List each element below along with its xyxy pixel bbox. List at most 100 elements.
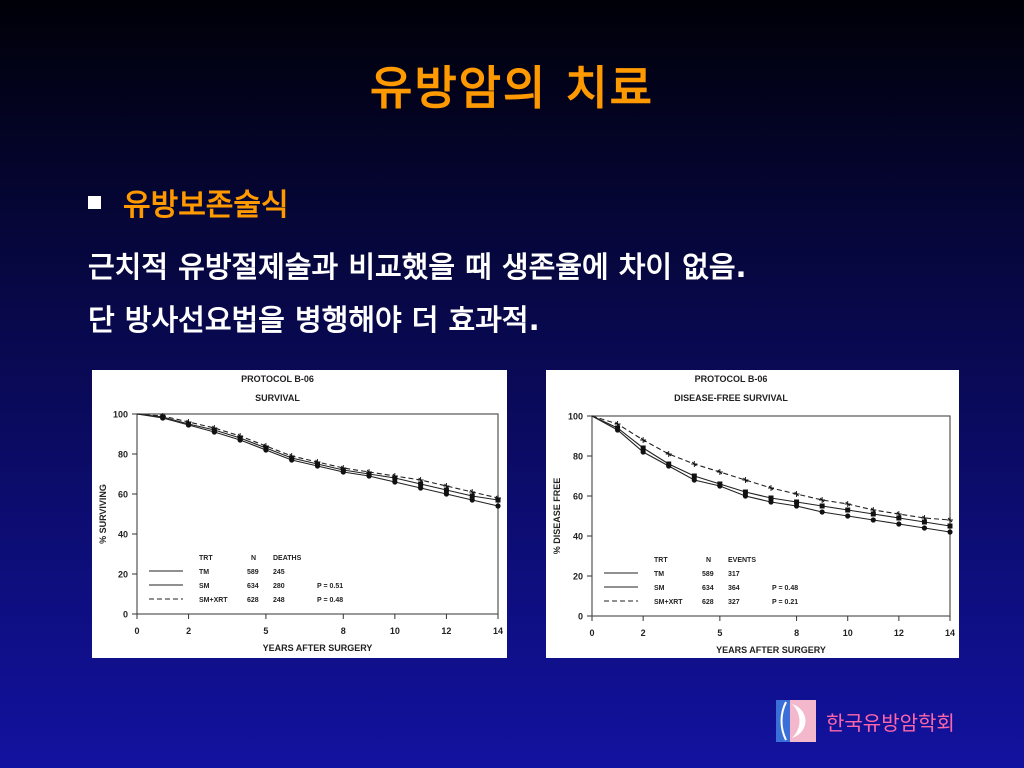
data-point [417,477,424,483]
data-point [289,457,295,463]
legend-name: TM [654,571,664,578]
data-point [742,489,748,495]
y-tick-label: 80 [573,452,583,462]
x-tick-label: 14 [945,628,955,638]
data-point [614,427,621,433]
y-axis-label: % DISEASE FREE [552,478,562,555]
data-point [237,437,243,443]
data-point [819,503,825,509]
legend-p-value: P = 0.48 [772,585,798,592]
x-tick-label: 8 [794,628,799,638]
data-point [717,483,723,489]
legend-count: 364 [728,585,740,592]
y-tick-label: 40 [573,532,583,542]
legend-p-value: P = 0.48 [317,597,343,604]
data-point [185,419,192,425]
data-point [495,495,501,501]
data-point [921,519,927,525]
legend-header: TRT [199,555,213,562]
data-point [896,515,902,521]
data-point [640,445,646,451]
y-tick-label: 80 [118,450,128,460]
data-point [870,511,876,517]
data-point [288,453,295,459]
legend-p-value: P = 0.21 [772,599,798,606]
data-point [340,465,347,471]
data-point [262,443,269,449]
data-point [211,429,217,435]
bullet-square-icon [88,195,101,209]
data-point [366,473,372,479]
legend-header: EVENTS [728,557,756,564]
series-line-sm [591,415,951,533]
data-point [870,517,876,523]
legend-count: 280 [273,583,285,590]
data-point [391,473,398,479]
data-point [237,433,244,439]
x-tick-label: 0 [134,626,139,636]
y-tick-label: 60 [118,490,128,500]
data-point [819,497,826,503]
x-tick-label: 0 [589,628,594,638]
data-point [211,425,218,431]
data-point [469,497,475,503]
series-line-sm-xrt [136,413,499,499]
chart-subtitle: DISEASE-FREE SURVIVAL [674,393,788,403]
data-point [418,485,424,491]
data-point [495,503,501,509]
y-tick-label: 20 [573,572,583,582]
data-point [845,507,851,513]
data-point [691,461,698,467]
legend-n: 589 [702,571,714,578]
plot-frame [136,413,499,615]
data-point [921,515,928,521]
data-point [691,477,697,483]
data-point [640,449,646,455]
data-point [742,493,749,499]
data-point [366,469,373,475]
y-tick-label: 0 [123,610,128,620]
x-tick-label: 5 [717,628,722,638]
y-tick-label: 100 [568,412,583,422]
data-point [314,463,321,469]
data-point [263,447,269,453]
x-axis-label: YEARS AFTER SURGERY [716,645,826,655]
survival-chart-panel: PROTOCOL B-06 SURVIVAL 0 20 40 60 80 100 0 2 5 8 10 1… [92,370,507,658]
data-point [691,473,697,479]
society-logo: 한국유방암학회 [776,700,955,742]
x-tick-label: 14 [493,626,503,636]
data-point [947,523,953,529]
data-point [716,469,723,475]
legend-header: N [251,555,256,562]
series-line-tm [136,413,499,501]
data-point [896,521,902,527]
x-tick-label: 8 [341,626,346,636]
data-point [870,507,877,513]
data-point [469,493,475,499]
body-line-1: 근치적 유방절제술과 비교했을 때 생존율에 차이 없음. [88,250,747,284]
data-point [665,451,672,457]
legend-name: SM [199,583,210,590]
legend-count: 245 [273,569,285,576]
y-tick-label: 20 [118,570,128,580]
legend-name: SM [654,585,665,592]
legend-count: 248 [273,597,285,604]
data-point [443,487,449,493]
y-tick-label: 0 [578,612,583,622]
x-tick-label: 12 [894,628,904,638]
data-point [159,413,166,419]
data-point [768,495,774,501]
slide-title: 유방암의 치료 [370,61,654,115]
legend-n: 628 [702,599,714,606]
data-point [418,481,424,487]
legend-n: 628 [247,597,259,604]
data-point [844,501,851,507]
data-point [340,469,346,475]
data-point [947,517,953,523]
data-point [768,499,774,505]
legend-n: 634 [702,585,714,592]
data-point [666,463,672,469]
data-point [614,421,621,427]
y-tick-label: 60 [573,492,583,502]
